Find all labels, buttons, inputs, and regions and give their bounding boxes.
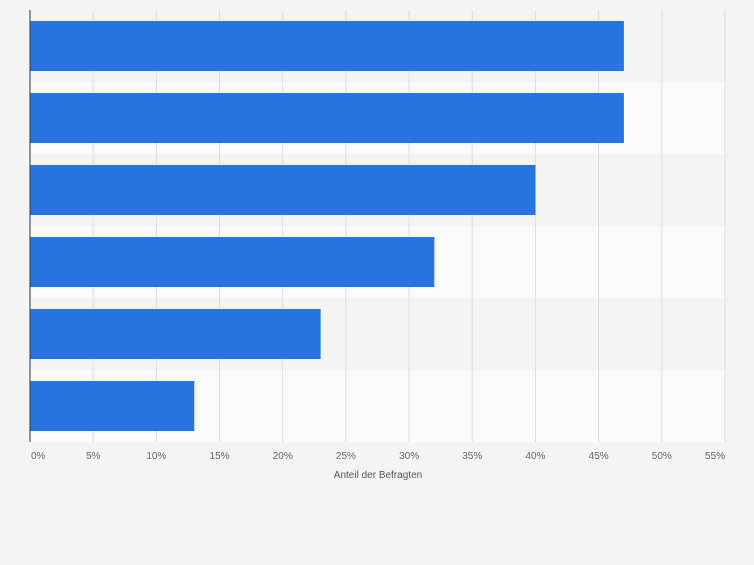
bar xyxy=(30,93,624,143)
row-bands xyxy=(30,10,725,442)
bar xyxy=(30,237,435,287)
x-tick-label: 0% xyxy=(31,451,46,462)
bar xyxy=(30,165,536,215)
bar xyxy=(30,309,321,359)
x-tick-label: 50% xyxy=(652,451,672,462)
x-tick-label: 40% xyxy=(525,451,545,462)
x-tick-label: 10% xyxy=(146,451,166,462)
x-tick-label: 25% xyxy=(336,451,356,462)
x-tick-label: 20% xyxy=(273,451,293,462)
x-tick-label: 30% xyxy=(399,451,419,462)
bars xyxy=(30,21,624,431)
x-tick-label: 15% xyxy=(210,451,230,462)
bar xyxy=(30,21,624,71)
x-tick-labels: 0% 5% 10% 15% 20% 25% 30% 35% 40% 45% 50% 55% xyxy=(31,451,725,462)
x-tick-label: 55% xyxy=(705,451,725,462)
x-tick-label: 45% xyxy=(589,451,609,462)
x-tick-label: 35% xyxy=(462,451,482,462)
bar xyxy=(30,381,195,431)
x-tick-label: 5% xyxy=(86,451,101,462)
gridlines xyxy=(92,10,726,442)
x-axis-title: Anteil der Befragten xyxy=(334,470,422,481)
